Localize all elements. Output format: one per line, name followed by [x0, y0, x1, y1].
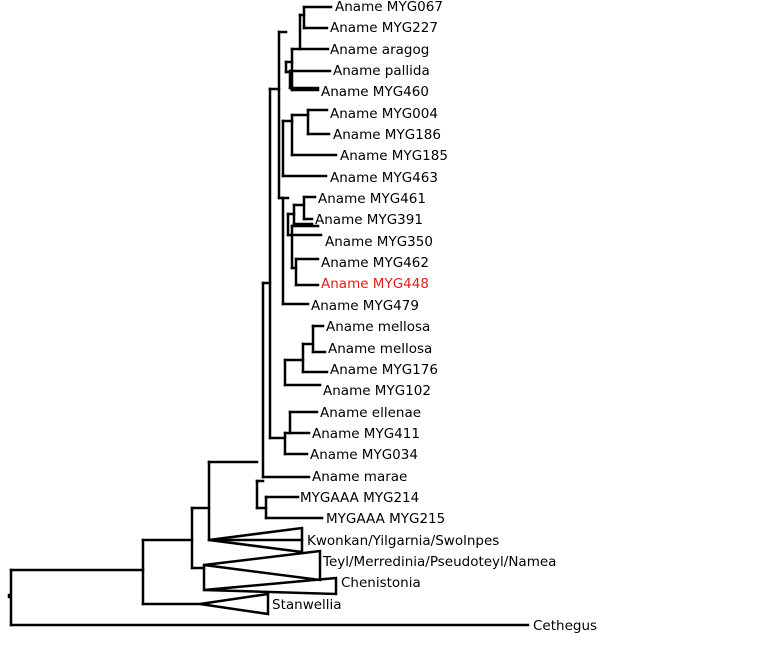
tip-label-aname-myg176: Aname MYG176: [330, 362, 438, 378]
tip-label-aname-marae: Aname marae: [312, 469, 407, 485]
tip-label-aname-ellenae: Aname ellenae: [320, 405, 421, 421]
tip-label-aname-myg461: Aname MYG461: [318, 191, 426, 207]
clade-triangle-chenistonia: [203, 576, 338, 596]
clade-label-teyl-merredinia-pseudoteyl-namea: Teyl/Merredinia/Pseudoteyl/Namea: [322, 554, 556, 570]
outgroup-label-cethegus: Cethegus: [533, 618, 597, 634]
tip-label-aname-pallida: Aname pallida: [333, 63, 430, 79]
tip-label-aname-myg411: Aname MYG411: [312, 426, 420, 442]
clade-label-stanwellia: Stanwellia: [272, 597, 342, 613]
tip-label-aname-myg004: Aname MYG004: [330, 106, 438, 122]
tip-label-mygaaa-myg215: MYGAAA MYG215: [326, 511, 445, 527]
tip-label-aname-myg034: Aname MYG034: [310, 447, 418, 463]
tip-label-aname-myg185: Aname MYG185: [340, 148, 448, 164]
tip-label-mygaaa-myg214: MYGAAA MYG214: [300, 490, 419, 506]
clade-triangle-teyl-merredinia-pseudoteyl-namea: [203, 549, 322, 582]
clade-label-chenistonia: Chenistonia: [341, 575, 421, 591]
tip-label-aname-myg067: Aname MYG067: [335, 0, 443, 15]
tip-label-aname-aragog: Aname aragog: [330, 42, 429, 58]
tree-branches: [7, 5, 530, 627]
tip-label-aname-myg462: Aname MYG462: [321, 255, 429, 271]
tip-label-aname-myg463: Aname MYG463: [330, 170, 438, 186]
tip-label-aname-mellosa-2: Aname mellosa: [328, 341, 432, 357]
tip-label-aname-myg350: Aname MYG350: [325, 234, 433, 250]
clade-triangle-kwonkan-yilgarnia-swolnpes: [208, 526, 304, 554]
tip-label-aname-mellosa-1: Aname mellosa: [326, 319, 430, 335]
tip-labels: Aname MYG067 Aname MYG227 Aname aragog A…: [272, 0, 597, 634]
tip-label-aname-myg479: Aname MYG479: [311, 298, 419, 314]
clade-label-kwonkan-yilgarnia-swolnpes: Kwonkan/Yilgarnia/Swolnpes: [307, 533, 499, 549]
tip-label-aname-myg460: Aname MYG460: [321, 84, 429, 100]
collapsed-clade-triangles: [199, 526, 338, 616]
tip-label-aname-myg102: Aname MYG102: [323, 383, 431, 399]
tip-label-aname-myg227: Aname MYG227: [330, 20, 438, 36]
tip-label-aname-myg186: Aname MYG186: [333, 127, 441, 143]
tip-label-aname-myg391: Aname MYG391: [315, 212, 423, 228]
tip-label-aname-myg448-highlighted: Aname MYG448: [321, 276, 429, 292]
clade-triangle-stanwellia: [199, 592, 270, 616]
